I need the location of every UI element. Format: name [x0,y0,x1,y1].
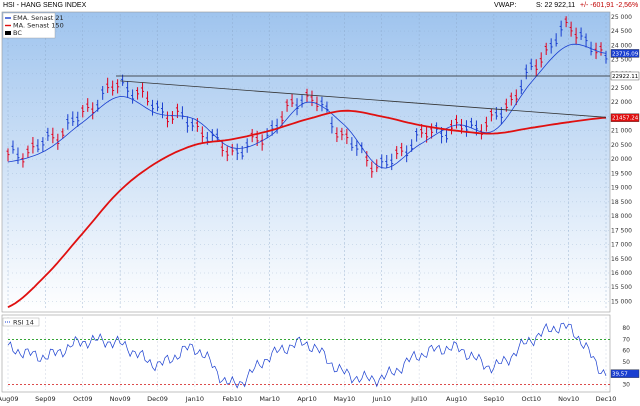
rsi-value-tag: 39,57 [612,372,628,378]
chart-header: HSI - HANG SENG INDEX VWAP: S: 22 922,11… [0,0,640,12]
y-tick-label: 24 000 [611,42,632,49]
y-tick-label: 19 500 [611,170,632,177]
ma-value-tag: 21457.24 [612,116,639,122]
y-tick-label: 16 000 [611,270,632,277]
ma-150-line [7,109,607,309]
y-tick-label: 17 000 [611,242,632,249]
x-tick-label: Jan10 [185,395,204,403]
rsi-line [7,322,607,389]
y-tick-label: 25 000 [611,14,632,21]
last-price-label: S: 22 922,11 [536,2,576,9]
x-tick-label: Aug10 [446,395,467,403]
x-tick-label: Oct09 [73,395,93,403]
y-tick-label: 24 500 [611,28,632,35]
rsi-tick-label: 50 [622,359,630,366]
vwap-label: VWAP: [494,2,517,9]
ma-value-tag-box [610,113,640,122]
last-price-tag: 22922.11 [612,74,638,80]
price-change-label: +/- -601,91 -2,56% [580,2,639,9]
ema-21-line [7,43,607,169]
y-tick-label: 18 000 [611,213,632,220]
x-tick-label: May10 [334,395,356,403]
legend-label: EMA. Senast 21 [13,14,64,22]
y-tick-label: 16 500 [611,256,632,263]
y-tick-label: 21 000 [611,128,632,135]
x-tick-label: Dec09 [147,395,168,403]
y-tick-label: 20 500 [611,142,632,149]
legend-label: BC [13,29,22,37]
x-tick-label: Aug09 [0,395,18,403]
ema-value-tag-box [610,49,640,58]
rsi-tick-label: 60 [622,348,630,355]
x-tick-label: Oct10 [521,395,541,403]
x-tick-label: Dec10 [596,395,617,403]
y-tick-label: 22 000 [611,99,632,106]
legend-box [2,12,56,39]
rsi-tick-label: 70 [622,336,630,343]
x-tick-label: Jun10 [372,395,391,403]
y-tick-label: 18 500 [611,199,632,206]
y-tick-label: 20 000 [611,156,632,163]
x-tick-label: Apr10 [297,395,317,403]
rsi-tick-label: 80 [622,325,630,332]
rsi-legend-label: RSI 14 [13,319,34,327]
x-tick-label: Sep10 [484,395,505,403]
rsi-legend-box [2,317,40,327]
trendline [120,80,607,118]
rsi-tick-label: 30 [622,381,630,388]
y-tick-label: 15 500 [611,284,632,291]
legend-label: MA. Senast 150 [13,22,64,30]
chart-title: HSI - HANG SENG INDEX [3,2,87,9]
legend-swatch [5,31,11,35]
y-tick-label: 19 000 [611,185,632,192]
x-tick-label: Mar10 [259,395,280,403]
y-tick-label: 15 000 [611,298,632,305]
x-tick-label: Sep09 [35,395,56,403]
y-tick-label: 22 500 [611,85,632,92]
x-tick-label: Nov10 [558,395,579,403]
y-tick-label: 23 500 [611,57,632,64]
x-tick-label: Feb10 [222,395,242,403]
y-tick-label: 17 500 [611,227,632,234]
rsi-value-tag-box [610,369,640,378]
x-tick-label: Nov09 [110,395,131,403]
rsi-panel-background [1,314,611,393]
last-price-tag-box [610,71,640,81]
x-tick-label: Jul10 [410,395,427,403]
ema-value-tag: 23716.09 [612,51,639,57]
price-panel-background [1,11,611,313]
